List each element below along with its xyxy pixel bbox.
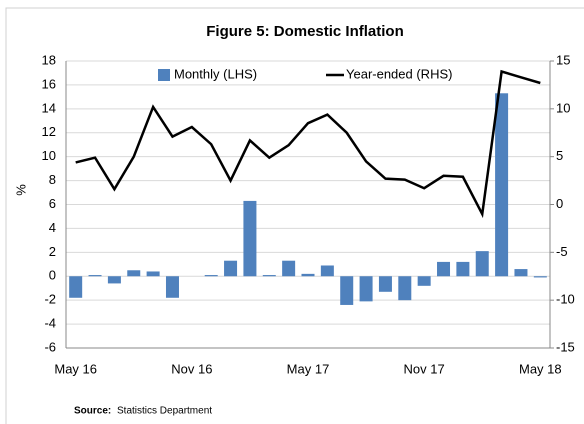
y2-tick-label: 15 [556,52,570,67]
y2-tick-label: -15 [556,339,575,354]
chart-frame [5,7,584,424]
bar [359,276,373,302]
y2-tick-label: -10 [556,292,575,307]
bar [417,276,431,286]
y-tick-label: 0 [49,268,56,283]
bar [224,260,238,277]
bar [437,261,451,277]
bar [378,276,392,292]
source-text: Statistics Department [117,406,212,417]
bar [301,273,315,277]
y-tick-label: 12 [42,124,56,139]
y-tick-label: 6 [49,196,56,211]
y-tick-label: -4 [44,316,56,331]
y-tick-label: -2 [44,292,56,307]
bar [204,275,218,277]
x-tick-label: Nov 17 [404,361,445,376]
bar [69,276,83,298]
legend-swatch [158,69,170,81]
bar [398,276,412,301]
x-tick-label: Nov 16 [171,361,212,376]
x-tick-label: May 17 [287,361,330,376]
bar [456,261,470,277]
line [75,69,541,219]
bar [107,276,121,284]
y-tick-label: 14 [42,100,56,115]
y2-tick-label: 5 [556,148,563,163]
bar [165,276,179,298]
y-tick-label: 10 [42,148,56,163]
bar [514,269,528,277]
bar [146,271,160,277]
legend-label: Monthly (LHS) [174,66,257,81]
bar [320,265,334,277]
bar [495,93,509,277]
y-tick-label: 2 [49,244,56,259]
y-tick-label: -6 [44,339,56,354]
y2-tick-label: 0 [556,196,563,211]
bar [127,270,141,277]
legend-label: Year-ended (RHS) [346,66,452,81]
chart-title: Figure 5: Domestic Inflation [206,23,404,40]
bar [340,276,354,305]
y-tick-label: 18 [42,52,56,67]
x-tick-label: May 16 [54,361,97,376]
y-tick-label: 8 [49,172,56,187]
source-label: Source: [74,406,111,417]
bar [533,276,547,278]
y2-tick-label: 10 [556,100,570,115]
x-tick-label: May 18 [519,361,562,376]
bar [88,275,102,277]
bar [262,275,276,277]
y-axis-label: % [13,184,28,196]
y-tick-label: 16 [42,76,56,91]
y2-tick-label: -5 [556,244,568,259]
bar [243,200,257,277]
y-tick-label: 4 [49,220,56,235]
bar [475,251,489,277]
bar [282,260,296,277]
